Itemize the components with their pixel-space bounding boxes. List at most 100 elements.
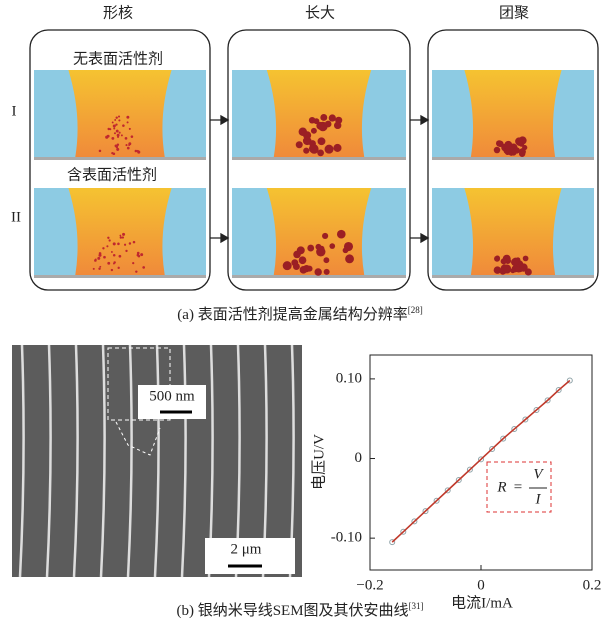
particle: [293, 263, 300, 270]
particle: [118, 119, 120, 121]
particle: [311, 128, 317, 134]
particle: [333, 144, 341, 152]
particle: [140, 253, 143, 256]
particle: [113, 254, 116, 257]
particle: [115, 144, 118, 147]
particle: [316, 247, 325, 256]
particle: [106, 245, 108, 247]
particle: [117, 136, 119, 138]
caption-text: (a) 表面活性剂提高金属结构分辨率: [177, 306, 407, 323]
particle: [97, 257, 100, 260]
particle: [345, 254, 354, 263]
particle: [504, 142, 511, 149]
particle: [329, 243, 335, 249]
particle: [103, 256, 106, 259]
particle: [323, 257, 329, 263]
plot: −0.200.2-0.1000.10: [331, 370, 602, 593]
page: 形核 长大 团聚 I II 无表面活性剂 含表面活性剂 (a) 表面活性剂提高金…: [0, 0, 605, 624]
column-label: 形核: [103, 4, 133, 21]
particle: [523, 256, 529, 262]
particle: [135, 270, 137, 272]
particle: [127, 147, 130, 150]
particle: [113, 263, 115, 265]
particle: [119, 255, 122, 258]
particle: [107, 262, 110, 265]
base: [432, 275, 594, 278]
particle: [307, 266, 313, 272]
particle: [324, 269, 330, 275]
particle: [334, 122, 341, 129]
particle: [119, 132, 121, 134]
particle: [119, 235, 121, 237]
particle: [511, 258, 519, 266]
caption: (a) 表面活性剂提高金属结构分辨率[28]: [177, 305, 422, 323]
particle: [98, 268, 100, 270]
particle: [113, 127, 115, 129]
particle: [519, 148, 526, 155]
particle: [309, 117, 316, 124]
particle: [99, 266, 101, 268]
particle: [496, 140, 502, 146]
formula-part: I: [535, 491, 542, 507]
particle: [129, 128, 131, 130]
particle: [118, 115, 120, 117]
resin-well: [267, 188, 371, 275]
formula-part: R: [496, 479, 506, 495]
particle: [125, 144, 127, 146]
particle: [109, 239, 111, 241]
particle: [129, 242, 131, 244]
particle: [132, 262, 134, 264]
particle: [329, 114, 336, 121]
scale-label: 500 nm: [149, 388, 195, 404]
y-tick-label: -0.10: [331, 530, 362, 546]
particle: [325, 121, 332, 128]
particle: [109, 128, 111, 130]
particle: [314, 268, 321, 275]
x-tick-label: 0: [477, 577, 485, 593]
particle: [113, 124, 116, 127]
particle: [299, 256, 307, 264]
particle: [511, 150, 517, 156]
particle: [501, 258, 507, 264]
scale-label: 2 μm: [231, 541, 262, 557]
particle: [137, 150, 139, 152]
y-tick-label: 0: [355, 450, 363, 466]
particle: [503, 264, 511, 272]
particle: [494, 256, 500, 262]
caption: (b) 银纳米导线SEM图及其伏安曲线[31]: [176, 601, 423, 619]
particle: [303, 148, 309, 154]
formula-part: =: [514, 479, 522, 495]
particle: [125, 137, 128, 140]
particle: [107, 237, 109, 239]
particle: [494, 147, 500, 153]
column-label: 团聚: [499, 4, 529, 21]
resin-well: [68, 188, 171, 275]
fit-line: [392, 380, 570, 542]
particle: [111, 269, 113, 271]
particle: [343, 247, 349, 253]
particle: [111, 251, 113, 253]
base: [232, 157, 406, 160]
row-note: 含表面活性剂: [67, 166, 157, 183]
particle: [519, 263, 527, 271]
resin-well: [68, 70, 171, 157]
caption-ref: [28]: [408, 305, 423, 315]
particle: [120, 236, 122, 238]
x-tick-label: −0.2: [356, 577, 383, 593]
particle: [121, 134, 123, 136]
particle: [337, 230, 346, 239]
particle: [297, 246, 305, 254]
particle: [112, 122, 114, 124]
particle: [325, 145, 334, 154]
particle: [142, 266, 145, 269]
particle: [283, 261, 292, 270]
row-label: II: [11, 209, 21, 225]
particle: [114, 119, 116, 121]
particle: [299, 128, 307, 136]
particle: [123, 233, 125, 235]
y-axis-label: 电压U/V: [310, 434, 327, 490]
particle: [122, 124, 125, 127]
particle: [122, 236, 124, 238]
particle: [307, 245, 314, 252]
particle: [116, 117, 118, 119]
